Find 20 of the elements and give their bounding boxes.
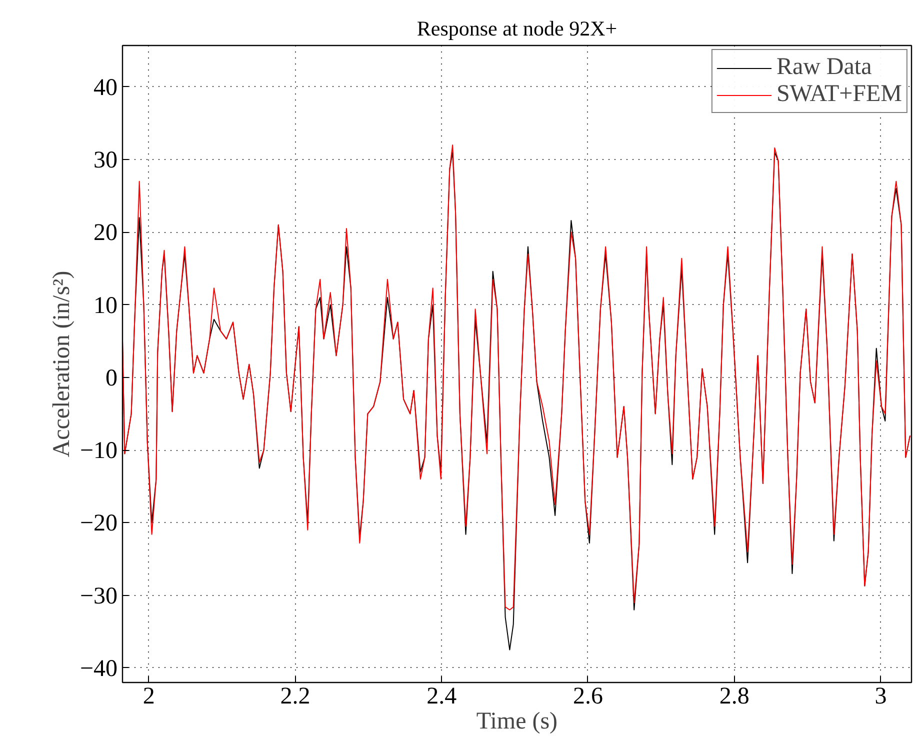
x-axis-title: Time (s) [476, 708, 558, 734]
y-tick-label: 0 [106, 365, 118, 392]
y-tick-label: −40 [80, 656, 118, 682]
y-tick-label: 40 [94, 74, 118, 101]
x-tick-label: 2.4 [426, 684, 457, 710]
legend-label: Raw Data [776, 54, 872, 81]
legend-label: SWAT+FEM [776, 81, 902, 108]
x-tick-label: 2.2 [280, 684, 310, 710]
y-tick-label: 30 [94, 148, 118, 174]
x-tick-label: 2 [142, 684, 155, 710]
y-tick-label: −20 [80, 510, 118, 537]
y-tick-label: −30 [80, 583, 118, 610]
y-axis-title: Acceleration (in/s²) [48, 270, 75, 458]
x-tick-label: 2.6 [572, 684, 603, 710]
y-tick-label: −10 [80, 438, 118, 464]
y-tick-label: 10 [94, 292, 118, 319]
x-tick-label: 3 [874, 684, 887, 710]
chart-title: Response at node 92X+ [416, 16, 618, 40]
y-tick-label: 20 [94, 220, 118, 246]
x-tick-label: 2.8 [719, 684, 750, 710]
